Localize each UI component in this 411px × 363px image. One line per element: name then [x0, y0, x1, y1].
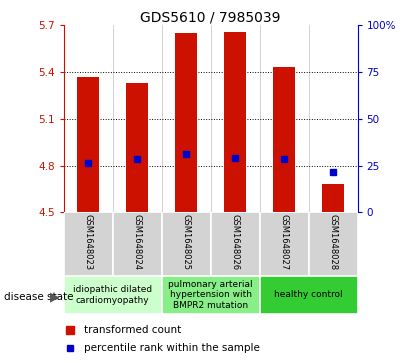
Bar [224, 32, 246, 212]
Text: ▶: ▶ [50, 290, 60, 303]
Title: GDS5610 / 7985039: GDS5610 / 7985039 [141, 10, 281, 24]
Bar [273, 68, 295, 212]
Bar [64, 212, 113, 276]
Text: pulmonary arterial
hypertension with
BMPR2 mutation: pulmonary arterial hypertension with BMP… [169, 280, 253, 310]
Bar [64, 276, 162, 314]
Bar [77, 77, 99, 212]
Text: GSM1648027: GSM1648027 [279, 214, 289, 270]
Text: GSM1648025: GSM1648025 [182, 214, 191, 270]
Bar [162, 276, 260, 314]
Text: percentile rank within the sample: percentile rank within the sample [84, 343, 260, 353]
Text: healthy control: healthy control [274, 290, 343, 299]
Text: transformed count: transformed count [84, 325, 182, 335]
Text: GSM1648023: GSM1648023 [84, 214, 93, 270]
Bar [309, 212, 358, 276]
Bar [162, 212, 211, 276]
Bar [210, 212, 260, 276]
Text: idiopathic dilated
cardiomyopathy: idiopathic dilated cardiomyopathy [73, 285, 152, 305]
Bar [260, 276, 358, 314]
Bar [322, 184, 344, 212]
Bar [126, 83, 148, 212]
Text: GSM1648024: GSM1648024 [133, 214, 142, 270]
Text: disease state: disease state [4, 292, 74, 302]
Bar [175, 33, 197, 212]
Text: GSM1648026: GSM1648026 [231, 214, 240, 270]
Bar [113, 212, 162, 276]
Text: GSM1648028: GSM1648028 [328, 214, 337, 270]
Bar [260, 212, 309, 276]
